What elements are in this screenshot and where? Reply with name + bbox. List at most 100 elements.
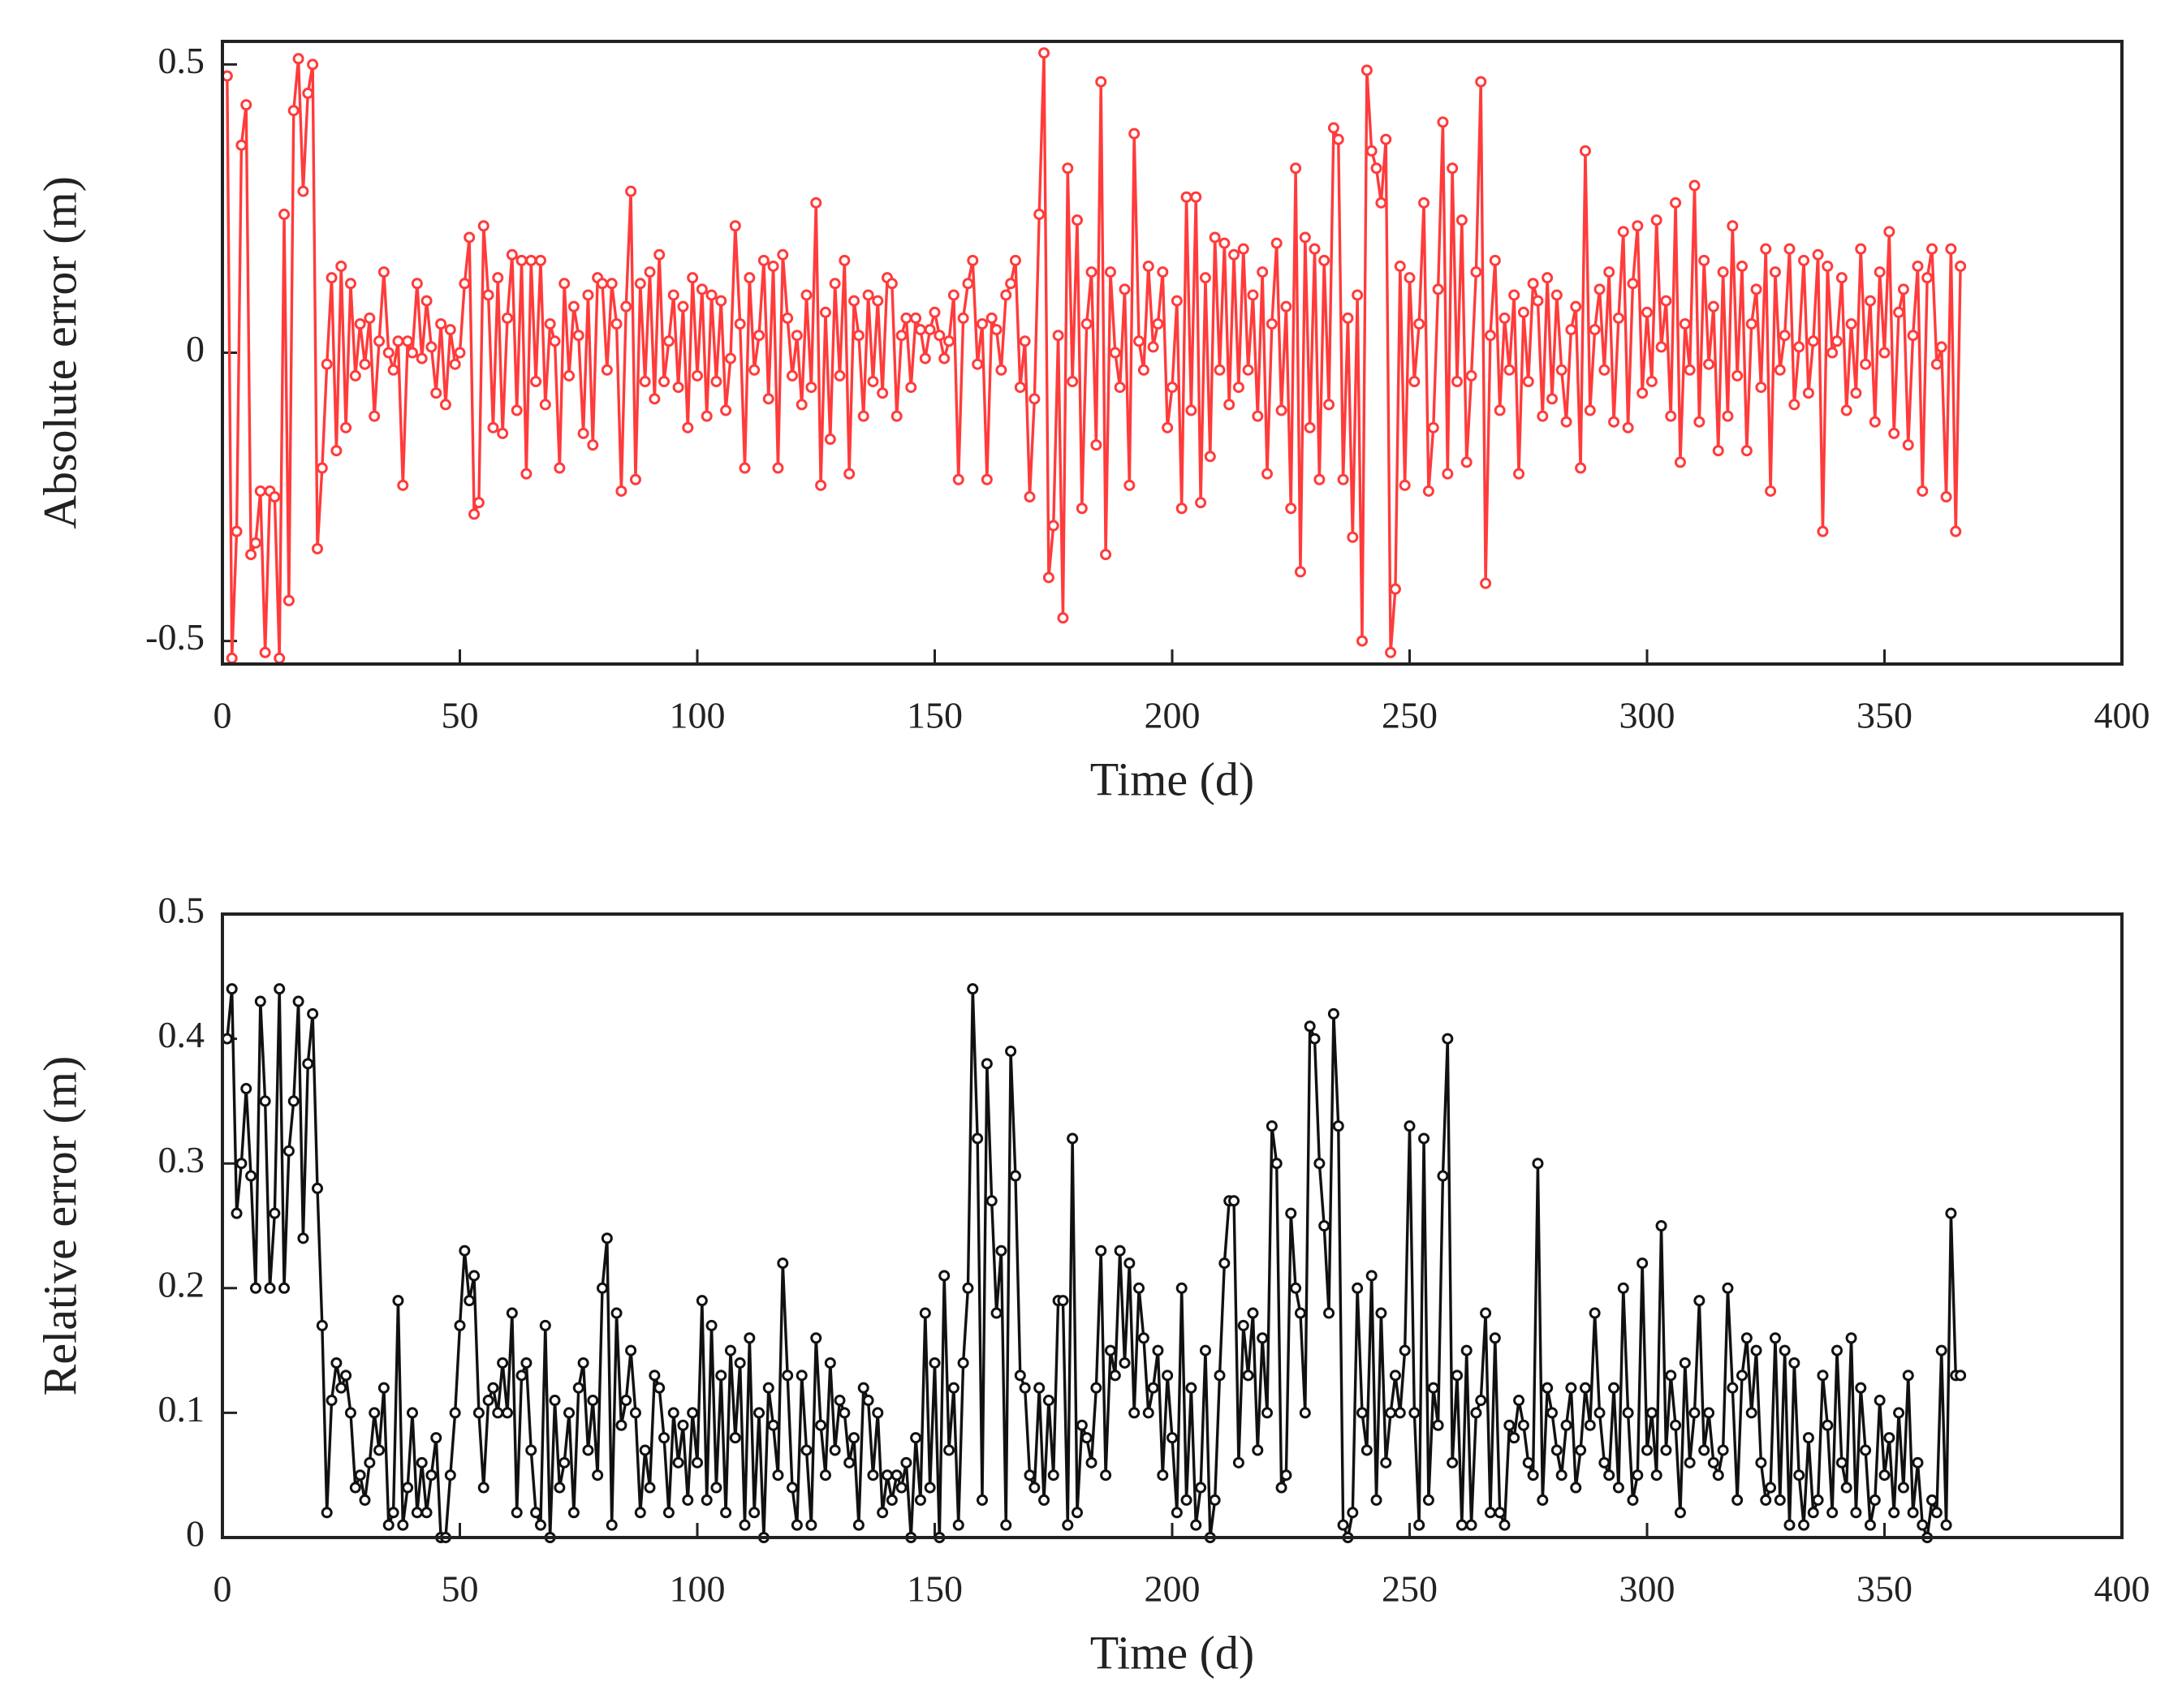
data-point: [1598, 1456, 1611, 1469]
data-point: [924, 1482, 936, 1494]
data-point: [606, 1519, 618, 1531]
data-point: [1475, 75, 1487, 88]
data-point: [1921, 272, 1934, 284]
data-point: [269, 491, 281, 503]
data-point: [1190, 1519, 1202, 1531]
data-point: [1603, 1469, 1615, 1482]
data-point: [910, 1432, 922, 1444]
x-tick-label: 50: [442, 695, 479, 736]
data-point: [800, 289, 813, 301]
data-point: [1840, 1482, 1852, 1494]
data-point: [1622, 421, 1634, 433]
data-point: [1517, 306, 1529, 318]
data-point: [1665, 1369, 1677, 1382]
y-axis-label: Absolute error (m): [33, 176, 86, 529]
data-point: [824, 1356, 836, 1369]
data-point: [392, 1295, 404, 1307]
data-point: [639, 1444, 651, 1456]
data-point: [1736, 260, 1748, 272]
data-point: [572, 330, 584, 342]
data-point: [387, 1507, 399, 1519]
data-point: [259, 646, 271, 658]
data-point: [1299, 231, 1311, 244]
data-point: [1494, 404, 1506, 416]
data-point: [620, 300, 632, 313]
data-point: [316, 1319, 328, 1331]
data-point: [1057, 1295, 1069, 1307]
data-point: [567, 300, 580, 313]
data-point: [1603, 266, 1615, 278]
y-tick-label: 0.5: [158, 40, 205, 81]
data-point: [340, 421, 352, 433]
data-point: [502, 312, 513, 324]
data-point: [734, 317, 746, 330]
data-point: [1304, 1020, 1316, 1033]
data-point: [682, 421, 694, 433]
data-point: [1432, 283, 1444, 295]
data-point: [554, 462, 566, 474]
data-point: [644, 1482, 656, 1494]
data-point: [1935, 341, 1947, 353]
data-point: [1641, 1444, 1653, 1456]
data-point: [459, 1244, 471, 1257]
data-point: [1769, 1332, 1781, 1344]
data-point: [1024, 491, 1036, 503]
data-point: [957, 1356, 969, 1369]
data-point: [582, 289, 594, 301]
data-point: [777, 1257, 789, 1270]
data-point: [1598, 364, 1611, 376]
data-point: [1740, 445, 1753, 457]
data-point: [1850, 387, 1862, 399]
data-point: [1152, 1344, 1164, 1356]
data-point: [1204, 451, 1216, 463]
data-point: [734, 1356, 746, 1369]
data-point: [1684, 364, 1696, 376]
data-point: [302, 1058, 314, 1070]
data-point: [1731, 1494, 1744, 1506]
data-point: [321, 1507, 333, 1519]
data-point: [544, 317, 556, 330]
data-point: [1731, 369, 1744, 382]
data-point: [1593, 1407, 1606, 1419]
data-point: [1950, 525, 1962, 537]
data-point: [1608, 1382, 1620, 1394]
data-point: [724, 1344, 736, 1356]
data-point: [1707, 300, 1719, 313]
data-point: [981, 473, 993, 485]
data-point: [800, 1444, 813, 1456]
data-point: [1955, 1369, 1967, 1382]
data-point: [563, 369, 576, 382]
data-point: [1888, 1507, 1900, 1519]
data-point: [330, 1356, 343, 1369]
data-point: [373, 1444, 386, 1456]
data-point: [1408, 376, 1421, 388]
data-point: [1835, 272, 1848, 284]
data-point: [312, 1182, 323, 1194]
x-axis-label: Time (d): [1090, 753, 1255, 805]
data-point: [1679, 1356, 1691, 1369]
data-point: [1869, 1494, 1881, 1506]
data-point: [677, 300, 689, 313]
data-point: [1104, 1344, 1116, 1356]
data-point: [1100, 549, 1112, 561]
data-point: [1422, 1494, 1434, 1506]
data-point: [772, 1469, 784, 1482]
data-point: [1427, 1382, 1439, 1394]
data-point: [1062, 1519, 1074, 1531]
data-point: [1665, 410, 1677, 422]
data-point: [1641, 306, 1653, 318]
data-point: [1318, 254, 1330, 266]
data-point: [1874, 1395, 1886, 1407]
data-point: [796, 1369, 808, 1382]
data-point: [1565, 324, 1577, 336]
data-point: [464, 1295, 476, 1307]
data-point: [1147, 341, 1159, 353]
data-point: [577, 1356, 589, 1369]
data-point: [1627, 1494, 1639, 1506]
data-point: [1774, 1494, 1786, 1506]
data-point: [240, 99, 252, 111]
data-point: [1195, 1482, 1207, 1494]
data-point: [1636, 1257, 1649, 1270]
data-point: [1180, 1494, 1192, 1506]
data-point: [1484, 330, 1496, 342]
